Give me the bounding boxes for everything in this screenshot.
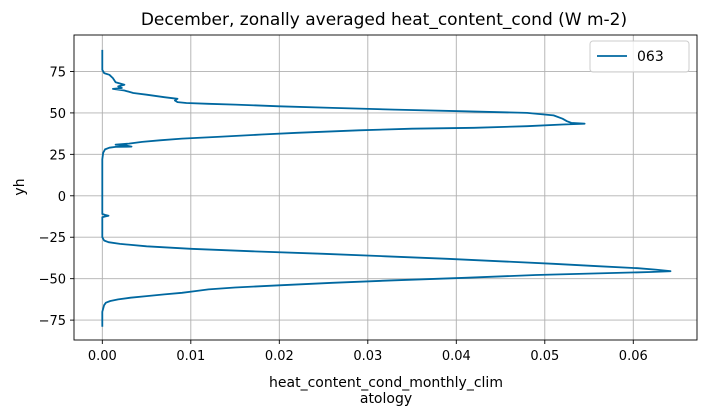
y-tick-label: 75 [49,65,66,80]
chart-title: December, zonally averaged heat_content_… [141,10,627,30]
x-tick-label: 0.04 [442,349,471,364]
y-axis-label: yh [12,178,28,195]
x-tick-label: 0.00 [88,349,117,364]
grid-lines [74,35,697,340]
x-tick-label: 0.05 [530,349,559,364]
y-tick-label: 0 [58,190,66,205]
legend: 063 [589,40,690,73]
x-axis-label-line1: heat_content_cond_monthly_clim [269,375,503,391]
y-tick-label: 25 [49,148,66,163]
plot-frame [73,34,698,341]
x-tick-label: 0.03 [353,349,382,364]
y-tick-label: −50 [39,273,66,288]
legend-label: 063 [637,49,664,65]
legend-box [589,40,690,73]
x-tick-label: 0.02 [265,349,294,364]
x-tick-label: 0.06 [619,349,648,364]
tick-layer: 0.00 0.01 0.02 0.03 0.04 0.05 0.06 75 50 25 0 −25 −5… [39,65,648,364]
series-line-063 [101,49,672,327]
y-tick-label: −75 [39,314,66,329]
x-tick-label: 0.01 [176,349,205,364]
y-tick-label: −25 [39,231,66,246]
series-layer [101,49,672,327]
x-axis-label-line2: atology [360,391,412,407]
y-tick-label: 50 [49,107,66,122]
